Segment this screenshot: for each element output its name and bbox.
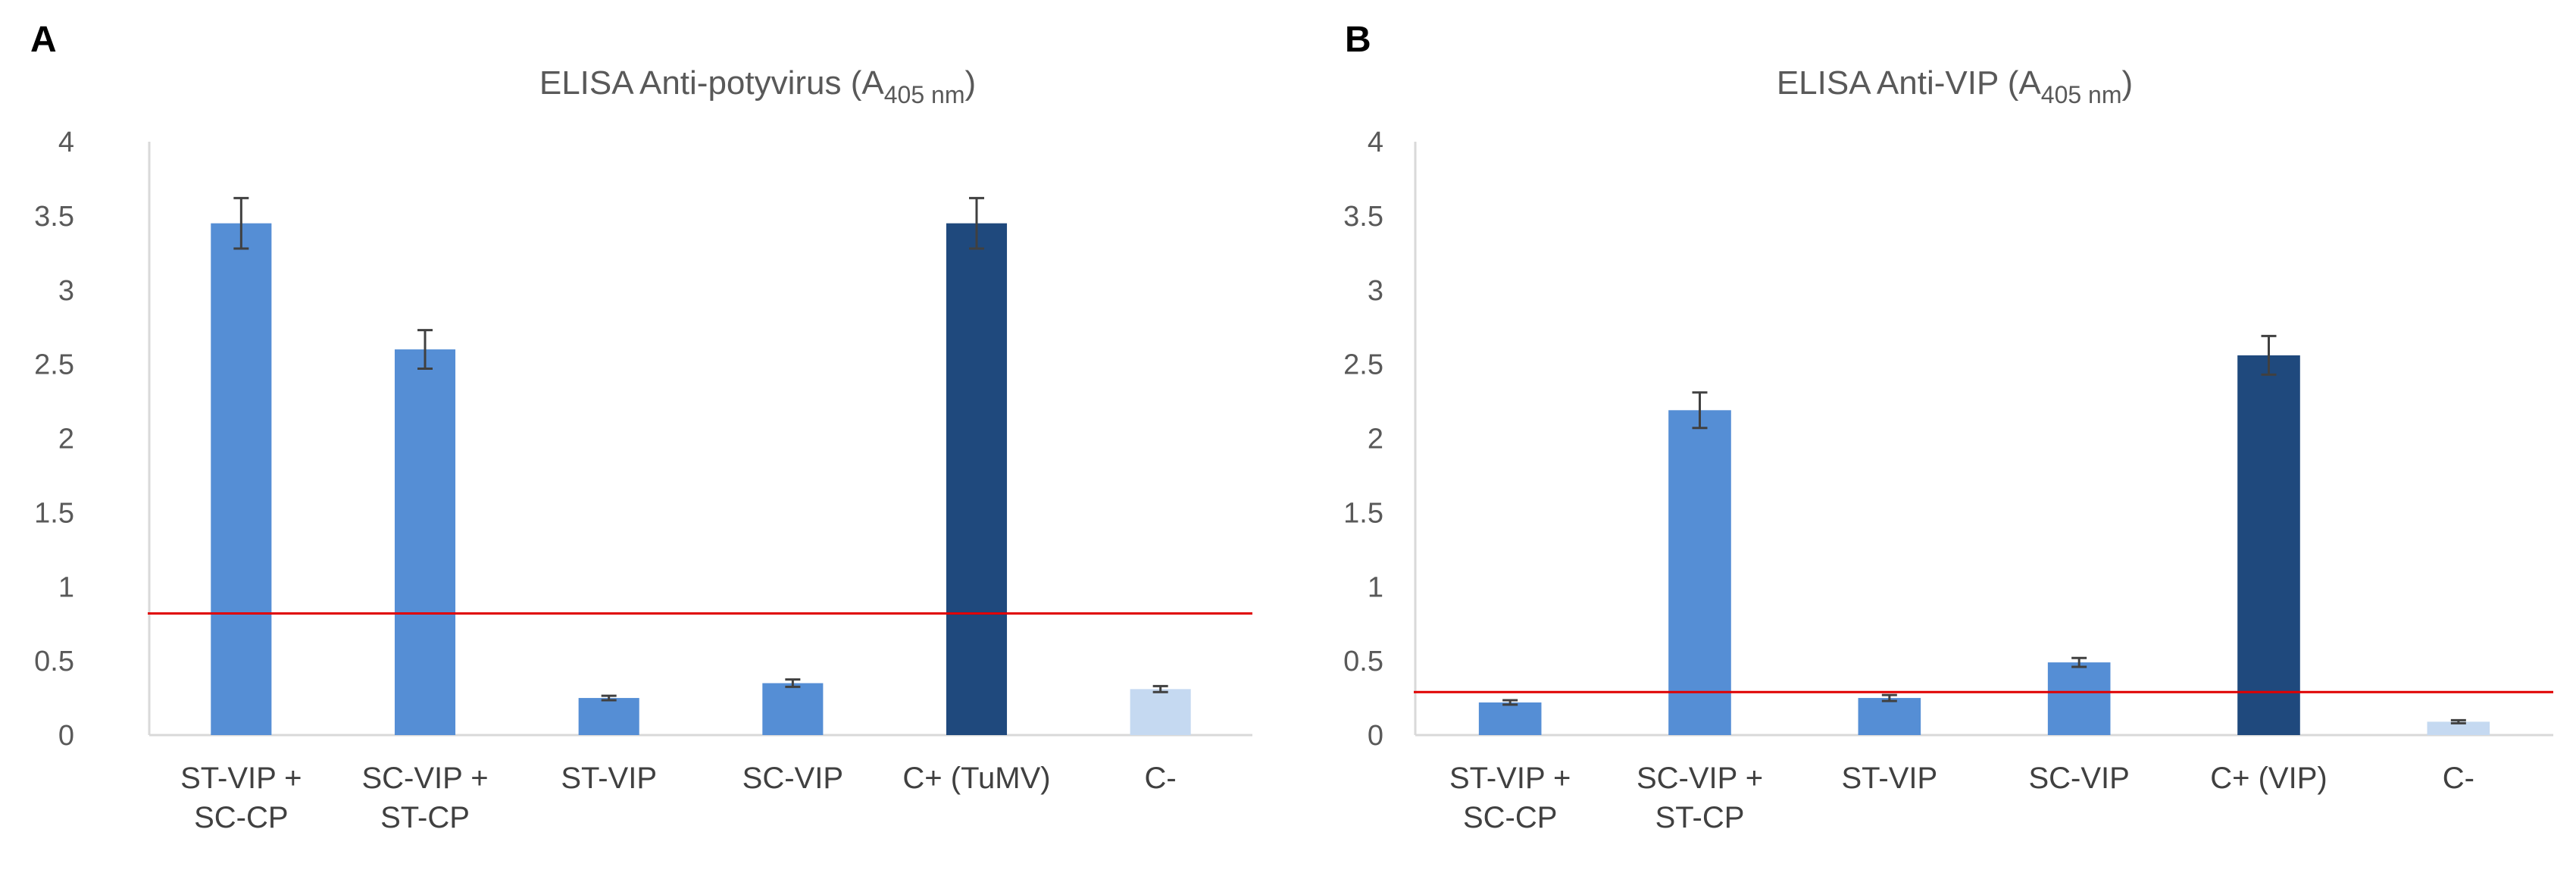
panel-b-ytick-label: 3.5: [1343, 201, 1383, 233]
panel-b-title: ELISA Anti-VIP (A405 nm): [1777, 64, 2133, 108]
panel-a-bar: [762, 683, 824, 735]
panel-b-category-label-line: C-: [2443, 762, 2474, 795]
panel-a-title-main: ELISA Anti-potyvirus (A: [539, 64, 885, 102]
panel-a-ytick-label: 2: [58, 424, 74, 455]
panel-b-ytick-label: 0: [1368, 720, 1383, 752]
panel-b-ytick-label: 2: [1368, 424, 1383, 455]
panel-a-category-label-line: ST-VIP +: [180, 762, 302, 795]
panel-a-category-label: C-: [1145, 762, 1177, 795]
panel-a-bar: [211, 223, 272, 736]
panel-b-category-label: C-: [2443, 762, 2474, 795]
panel-b-category-label-line: ST-VIP: [1841, 762, 1937, 795]
panel-a-letter: A: [30, 20, 57, 60]
panel-b-title-close: ): [2122, 64, 2134, 102]
panel-a-ytick-label: 0: [58, 720, 74, 752]
panel-b-ytick-label: 1: [1368, 571, 1383, 603]
panel-b-bar: [2047, 662, 2111, 735]
panel-b-category-label: ST-VIP: [1841, 762, 1937, 795]
panel-b-ytick-label: 1.5: [1343, 497, 1383, 529]
panel-b-category-label-line: ST-VIP +: [1449, 762, 1571, 795]
panel-b-category-label-line: C+ (VIP): [2210, 762, 2327, 795]
panel-a-category-label: SC-VIP + ST-CP: [361, 762, 488, 834]
panel-b-category-label-line: SC-VIP: [2028, 762, 2129, 795]
panel-a-category-label-line: SC-VIP: [742, 762, 843, 795]
panel-a-bar: [946, 223, 1008, 736]
panel-a-ytick-label: 1: [58, 571, 74, 603]
panel-a-ytick-label: 4: [58, 127, 74, 158]
panel-b-ytick-label: 0.5: [1343, 646, 1383, 677]
panel-a-ytick-label: 3: [58, 275, 74, 307]
panel-b-title-subscript: 405 nm: [2041, 81, 2122, 108]
panel-a-title: ELISA Anti-potyvirus (A405 nm): [539, 64, 976, 108]
panel-a-category-label: ST-VIP: [561, 762, 657, 795]
panel-b-category-label-line: SC-CP: [1463, 801, 1557, 834]
panel-a-category-label-line: SC-CP: [194, 801, 288, 834]
panel-a-bar: [578, 698, 639, 735]
panel-b-bar: [2237, 355, 2300, 735]
panel-a-title-close: ): [964, 64, 976, 102]
panel-a-category-label: ST-VIP + SC-CP: [180, 762, 302, 834]
panel-a-title-subscript: 405 nm: [884, 81, 965, 108]
panel-a-category-label-line: ST-CP: [380, 801, 470, 834]
panel-b-ytick-label: 2.5: [1343, 349, 1383, 381]
panel-a-category-label-line: SC-VIP +: [361, 762, 488, 795]
panel-b-ytick-label: 3: [1368, 275, 1383, 307]
panel-a-ytick-label: 2.5: [34, 349, 74, 381]
panel-b-title-main: ELISA Anti-VIP (A: [1777, 64, 2042, 102]
panel-b-letter: B: [1345, 20, 1371, 60]
panel-b-category-label: ST-VIP + SC-CP: [1449, 762, 1571, 834]
panel-b-category-label-line: SC-VIP +: [1637, 762, 1763, 795]
panel-a-category-label: C+ (TuMV): [902, 762, 1050, 795]
panel-a-category-label-line: C+ (TuMV): [902, 762, 1050, 795]
panel-a-ytick-label: 0.5: [34, 646, 74, 677]
panel-a-category-label: SC-VIP: [742, 762, 843, 795]
panel-a-category-label-line: ST-VIP: [561, 762, 657, 795]
panel-b-category-label: SC-VIP: [2028, 762, 2129, 795]
panel-b-category-label: C+ (VIP): [2210, 762, 2327, 795]
panel-b-ytick-label: 4: [1368, 127, 1383, 158]
panel-a-bar: [1130, 689, 1191, 735]
panel-b-category-label: SC-VIP + ST-CP: [1637, 762, 1763, 834]
panel-a-ytick-label: 3.5: [34, 201, 74, 233]
panel-a-bar: [394, 349, 456, 735]
panel-b-category-label-line: ST-CP: [1655, 801, 1745, 834]
panel-a-category-label-line: C-: [1145, 762, 1177, 795]
panel-b-bar: [1858, 698, 1921, 735]
panel-b-bar: [1478, 702, 1542, 735]
panel-b-bar: [1668, 410, 1731, 735]
panel-a-ytick-label: 1.5: [34, 497, 74, 529]
panel-b-bar: [2427, 721, 2490, 735]
